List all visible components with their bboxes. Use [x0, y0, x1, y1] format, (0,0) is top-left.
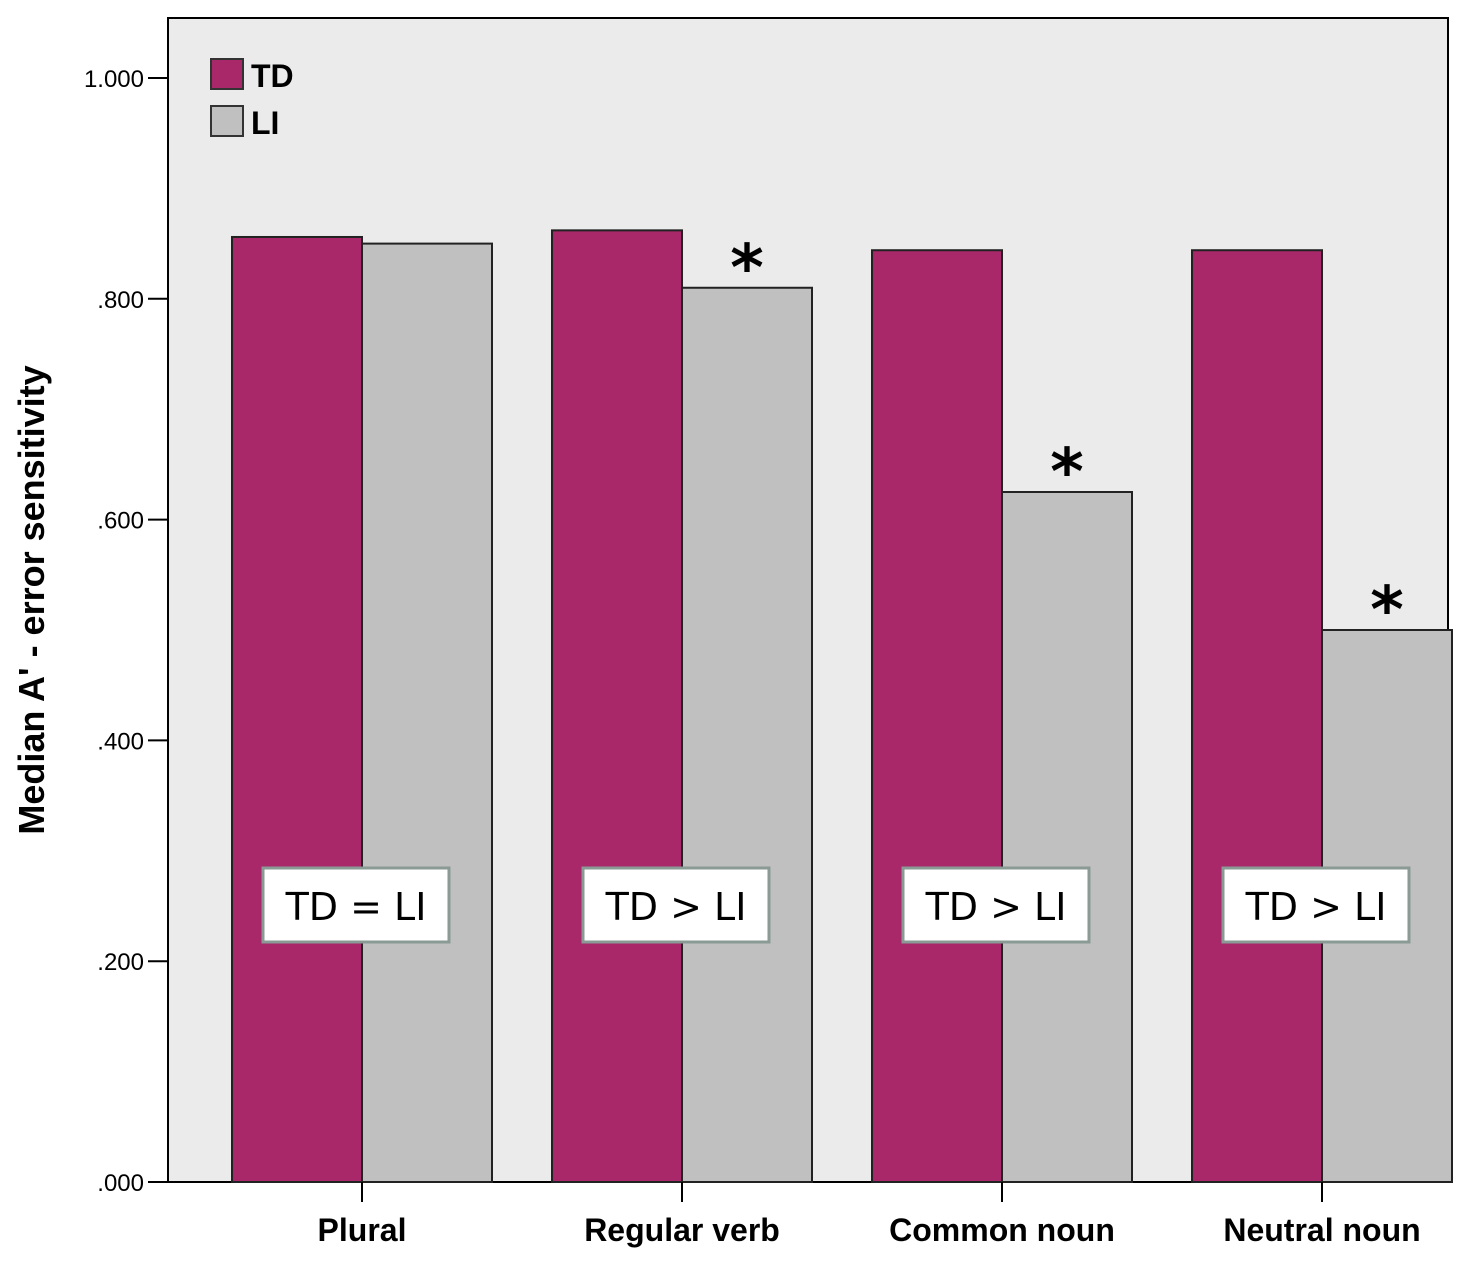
y-tick-label-5: 1.000: [84, 66, 144, 93]
y-tick-label-2: .400: [97, 728, 144, 755]
comparison-label-neutral-noun: TD > LI: [1245, 885, 1387, 929]
x-tick-label-common-noun: Common noun: [889, 1212, 1115, 1248]
legend: TD LI: [210, 58, 294, 141]
y-tick-label-1: .200: [97, 949, 144, 976]
x-tick-label-neutral-noun: Neutral noun: [1223, 1212, 1420, 1248]
legend-label-li: LI: [251, 105, 279, 141]
bar-td-plural: [231, 235, 363, 1183]
bar-li-plural: [361, 242, 493, 1184]
bar-td-neutral-noun: [1191, 249, 1323, 1183]
bar-li-common-noun: [1001, 491, 1133, 1183]
comparison-box-common-noun: [901, 866, 1091, 944]
comparison-box-plural: [261, 866, 451, 944]
comparison-box-regular-verb: [581, 866, 771, 944]
comparison-label-common-noun: TD > LI: [925, 885, 1067, 929]
y-tick-label-3: .600: [97, 508, 144, 535]
bar-li-regular-verb: [681, 286, 813, 1183]
bar-td-common-noun: [871, 249, 1003, 1183]
axes-layer: Plural Regular verb Common noun Neutral nou…: [84, 66, 1421, 1248]
comparison-label-plural: TD = LI: [285, 885, 427, 929]
y-tick-label-0: .000: [97, 1170, 144, 1197]
y-axis-label: Median A' - error sensitivity: [11, 365, 52, 834]
comparison-label-regular-verb: TD > LI: [605, 885, 747, 929]
x-tick-label-regular-verb: Regular verb: [584, 1212, 780, 1248]
bars-layer: [231, 229, 1453, 1184]
bar-td-regular-verb: [551, 229, 683, 1184]
y-tick-label-4: .800: [97, 287, 144, 314]
legend-label-td: TD: [251, 58, 294, 94]
significance-star-neutral-noun: *: [1370, 574, 1403, 648]
significance-star-regular-verb: *: [730, 232, 763, 306]
comparison-box-neutral-noun: [1221, 866, 1411, 944]
significance-star-common-noun: *: [1050, 436, 1083, 510]
comparison-notes-layer: TD = LI * TD > LI * TD > LI * TD > LI: [261, 232, 1411, 944]
legend-swatch-li: [210, 105, 244, 137]
x-tick-label-plural: Plural: [318, 1212, 407, 1248]
legend-swatch-td: [210, 58, 244, 90]
